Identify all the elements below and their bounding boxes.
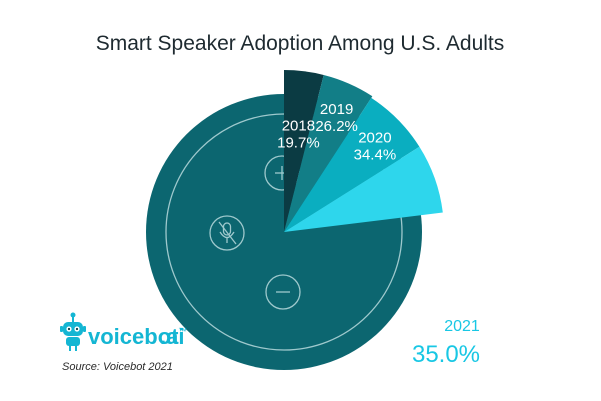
pie-slice-2021 — [284, 146, 443, 232]
slice-2018-value-label: 19.7% — [277, 134, 320, 151]
slice-2020-value-label: 34.4% — [354, 146, 397, 163]
slice-2021-value-label: 35.0% — [412, 341, 480, 368]
voicebot-logo: voicebot .ai ™ — [60, 312, 187, 351]
robot-mascot-icon — [60, 312, 86, 351]
pie-slice-2019 — [284, 74, 373, 233]
brand-trademark: ™ — [178, 326, 187, 336]
mute-mic-icon — [209, 215, 245, 251]
brand-wordmark: voicebot — [88, 324, 179, 349]
pie-slice-2018 — [284, 70, 324, 232]
slice-2020-year-label: 2020 — [358, 129, 391, 146]
slice-2019-year-label: 2019 — [320, 101, 353, 118]
slice-2019-value-label: 26.2% — [315, 118, 358, 135]
chart-title: Smart Speaker Adoption Among U.S. Adults — [96, 32, 505, 55]
pie-slice-2020 — [284, 97, 420, 232]
slice-2021-year-label: 2021 — [444, 318, 480, 335]
minus-button-icon — [265, 274, 301, 310]
slice-2018-year-label: 2018 — [282, 117, 315, 134]
pie-slices — [284, 70, 443, 233]
source-note: Source: Voicebot 2021 — [62, 361, 173, 373]
brand-suffix: .ai — [160, 324, 184, 349]
